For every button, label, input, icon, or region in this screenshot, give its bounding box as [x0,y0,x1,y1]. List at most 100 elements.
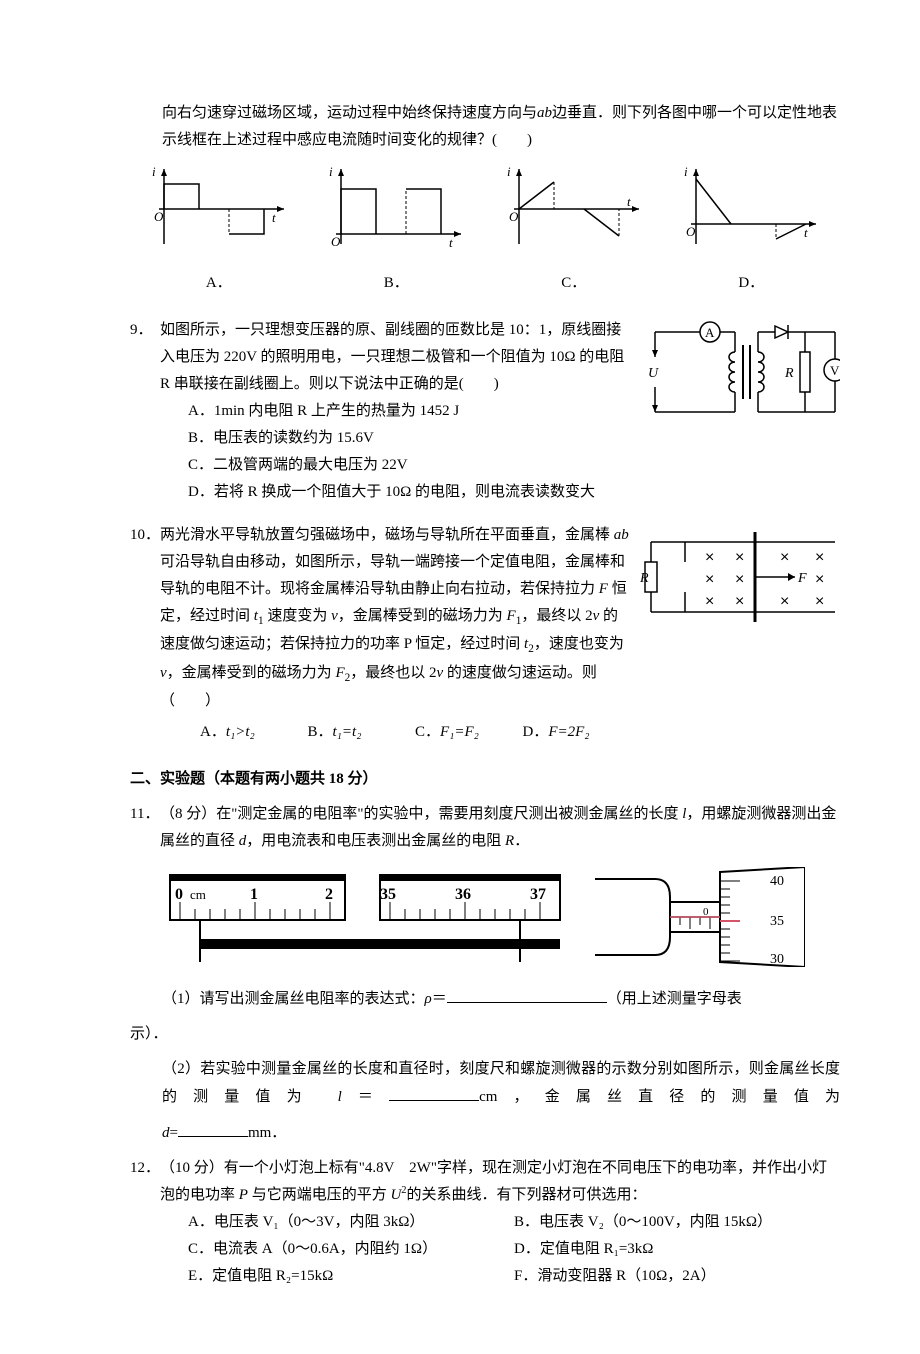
q11-sub2-e: = [170,1125,178,1141]
svg-text:R: R [640,571,649,586]
q11-sub2-b: ＝ [342,1089,389,1105]
svg-text:O: O [331,234,341,249]
q8-ab: ab [537,105,552,121]
q12-opt-f: F．滑动变阻器 R（10Ω，2A） [514,1263,840,1290]
q11-sub1-a: （1）请写出测金属丝电阻率的表达式： [162,991,425,1007]
q8-opt-d: D． [676,270,826,297]
q12-opt-d: D．定值电阻 R₁=3kΩ [514,1236,840,1263]
q8-intro: 向右匀速穿过磁场区域，运动过程中始终保持速度方向与ab边垂直．则下列各图中哪一个… [162,100,840,154]
q10-F2: F [335,665,344,681]
q11-intro3: ，用电流表和电压表测出金属丝的电阻 [246,833,505,849]
q11-eq: ＝ [432,991,447,1007]
q11-body: （8 分）在"测定金属的电阻率"的实验中，需要用刻度尺测出被测金属丝的长度 l，… [160,801,840,855]
q8-option-labels: A． B． C． D． [130,270,840,297]
q10-t9: ，金属棒受到的磁场力为 [167,665,336,681]
q11-rho: ρ [425,991,432,1007]
q9: 9． 如图所示，一只理想变压器的原、副线圈的匝数比是 10：1，原线圈接入电压为… [130,317,840,506]
svg-text:F: F [797,571,807,586]
blank-rho [447,985,607,1003]
q11-intro4: ． [514,833,529,849]
q9-opt-c: C．二极管两端的最大电压为 22V [188,452,630,479]
q11-intro1: （8 分）在"测定金属的电阻率"的实验中，需要用刻度尺测出被测金属丝的长度 [160,806,682,822]
q9-num: 9． [130,317,160,344]
svg-text:×: × [705,571,714,588]
q10-ab: ab [614,527,629,543]
q8-opt-b: B． [321,270,471,297]
svg-text:A: A [705,325,715,340]
q10-opt-a: A．t₁>t₂ [200,719,308,746]
q12: 12． （10 分）有一个小灯泡上标有"4.8V 2W"字样，现在测定小灯泡在不… [130,1155,840,1290]
q10-num: 10． [130,522,160,549]
section2-title: 二、实验题（本题有两小题共 18 分） [130,766,840,793]
svg-text:35: 35 [770,914,784,929]
q11-num: 11． [130,801,160,828]
graph-b: i O t [321,164,471,264]
svg-text:0: 0 [703,906,709,918]
q8-opt-c: C． [499,270,649,297]
svg-text:2: 2 [325,886,333,903]
q8-intro-text1: 向右匀速穿过磁场区域，运动过程中始终保持速度方向与 [162,105,537,121]
q10-opts: A．t₁>t₂ B．t₁=t₂ C．F₁=F₂ D．F=2F₂ [200,719,630,746]
q10-opt-b: B．t₁=t₂ [308,719,416,746]
graph-c-svg: i O t [499,164,649,254]
svg-text:×: × [705,549,714,566]
svg-text:×: × [735,549,744,566]
graph-a: i O t [144,164,294,264]
svg-text:×: × [735,593,744,610]
q10-t2: 可沿导轨自由移动，如图所示，导轨一端跨接一个定值电阻，金属棒和导轨的电阻不计。现… [160,554,625,597]
q10-t10: ，最终也以 2 [350,665,436,681]
svg-text:×: × [780,549,789,566]
svg-text:t: t [272,210,276,225]
q11-sub2-d: d [162,1125,170,1141]
q11: 11． （8 分）在"测定金属的电阻率"的实验中，需要用刻度尺测出被测金属丝的长… [130,801,840,855]
q12-num: 12． [130,1155,160,1182]
q10-t6: ，最终以 2 [521,608,592,624]
svg-text:t: t [804,225,808,240]
graph-c: i O t [499,164,649,264]
svg-text:O: O [154,209,164,224]
blank-d [178,1119,248,1137]
q10-v1: v [331,608,338,624]
q12-opt-a: A．电压表 V₁（0～3V，内阻 3kΩ） [188,1209,514,1236]
q11-R: R [505,833,514,849]
q12-opt-b: B．电压表 V₂（0～100V，内阻 15kΩ） [514,1209,840,1236]
svg-text:R: R [784,366,794,381]
ruler-svg: 0 cm 1 2 35 36 37 [165,867,565,967]
q11-sub2-c: cm，金属丝直径的测量值为 [479,1089,840,1105]
q12-P: P [239,1187,248,1203]
q12-intro3: 的关系曲线．有下列器材可供选用： [407,1187,647,1203]
svg-text:i: i [152,164,156,179]
q10-diagram: R F ×××× ××× ×××× [640,522,840,642]
svg-text:40: 40 [770,874,784,889]
svg-text:×: × [780,593,789,610]
q9-opt-a: A．1min 内电阻 R 上产生的热量为 1452 J [188,398,630,425]
q10-opt-d: D．F=2F₂ [523,719,631,746]
q11-sub1-b: （用上述测量字母表 [607,991,742,1007]
q12-U: U [390,1187,401,1203]
svg-text:1: 1 [250,886,258,903]
svg-text:t: t [627,194,631,209]
q11-sub2-f: mm． [248,1125,286,1141]
q10-t8: ，速度也变为 [534,636,624,652]
q9-diagram: A U R [640,317,840,437]
svg-text:t: t [449,235,453,250]
q10-F1: F [507,608,516,624]
q11-sub2-line2: d= mm． [162,1119,840,1147]
svg-text:i: i [329,164,333,179]
svg-text:37: 37 [530,886,546,903]
svg-text:×: × [815,549,824,566]
q10-opt-c: C．F₁=F₂ [415,719,523,746]
svg-text:V: V [830,363,840,378]
svg-text:×: × [735,571,744,588]
q11-sub2: （2）若实验中测量金属丝的长度和直径时，刻度尺和螺旋测微器的示数分别如图所示，则… [162,1056,840,1111]
q10-t4: 速度变为 [264,608,332,624]
q9-text: 如图所示，一只理想变压器的原、副线圈的匝数比是 10：1，原线圈接入电压为 22… [160,317,630,398]
graph-a-svg: i O t [144,164,294,254]
graph-b-svg: i O t [321,164,471,254]
svg-text:×: × [705,593,714,610]
q9-body: 如图所示，一只理想变压器的原、副线圈的匝数比是 10：1，原线圈接入电压为 22… [160,317,630,506]
graph-d-svg: i O t [676,164,826,254]
svg-text:0: 0 [175,886,183,903]
q10-v3: v [160,665,167,681]
blank-l [389,1083,479,1101]
